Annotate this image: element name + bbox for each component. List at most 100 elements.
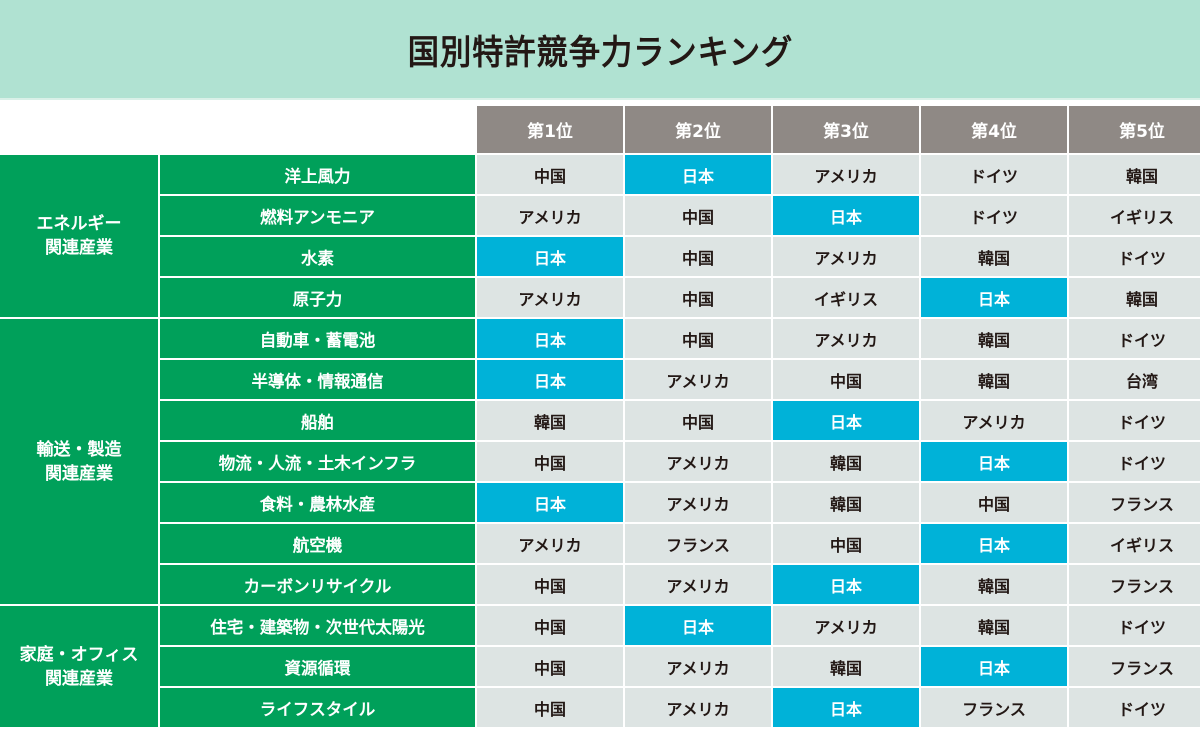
header-row: 第1位 第2位 第3位 第4位 第5位	[0, 106, 1200, 155]
industry-label: 洋上風力	[160, 155, 475, 196]
rank-cell: イギリス	[1069, 524, 1200, 565]
column-header-rank-3: 第3位	[773, 106, 919, 155]
rank-cell: 中国	[477, 565, 623, 606]
rank-cell: ドイツ	[1069, 442, 1200, 483]
rank-cell: アメリカ	[477, 278, 623, 319]
rank-cell: 中国	[921, 483, 1067, 524]
rank-cell-japan-highlight: 日本	[477, 360, 623, 401]
rank-cell: 韓国	[1069, 278, 1200, 319]
rank-cell: ドイツ	[1069, 237, 1200, 278]
rank-cell: 韓国	[921, 237, 1067, 278]
rank-cell-japan-highlight: 日本	[921, 524, 1067, 565]
rank-cell: 中国	[625, 401, 771, 442]
rank-cell: 韓国	[773, 442, 919, 483]
table-row: 家庭・オフィス 関連産業 住宅・建築物・次世代太陽光 中国 日本 アメリカ 韓国 ドイツ	[0, 606, 1200, 729]
rank-cell: ドイツ	[921, 196, 1067, 237]
rank-cell-japan-highlight: 日本	[921, 442, 1067, 483]
rank-cell-japan-highlight: 日本	[773, 401, 919, 442]
rank-cell: 中国	[625, 278, 771, 319]
industry-label: ライフスタイル	[160, 688, 475, 729]
rank-cell: 中国	[477, 606, 623, 647]
table-row: 水素 日本 中国 アメリカ 韓国 ドイツ	[0, 237, 1200, 278]
industry-label: 半導体・情報通信	[160, 360, 475, 401]
table-row: 物流・人流・土木インフラ 中国 アメリカ 韓国 日本 ドイツ	[0, 442, 1200, 483]
rank-cell: 韓国	[921, 360, 1067, 401]
rank-cell-japan-highlight: 日本	[921, 647, 1067, 688]
column-header-rank-1: 第1位	[477, 106, 623, 155]
ranking-table: 第1位 第2位 第3位 第4位 第5位 エネルギー 関連産業 洋上風力 中国 日本 アメリ…	[0, 106, 1200, 729]
rank-cell-japan-highlight: 日本	[773, 688, 919, 729]
rank-cell: 中国	[477, 155, 623, 196]
rank-cell: ドイツ	[1069, 319, 1200, 360]
industry-label: 航空機	[160, 524, 475, 565]
industry-label: カーボンリサイクル	[160, 565, 475, 606]
rank-cell: アメリカ	[773, 319, 919, 360]
category-group-label: 輸送・製造 関連産業	[0, 319, 158, 606]
rank-cell: 中国	[477, 688, 623, 729]
rank-cell: 中国	[477, 442, 623, 483]
table-body: エネルギー 関連産業 洋上風力 中国 日本 アメリカ ドイツ 韓国 燃料アンモニア アメリカ 中国日…	[0, 155, 1200, 729]
rank-cell: 韓国	[773, 483, 919, 524]
category-group-label: エネルギー 関連産業	[0, 155, 158, 319]
header-blank	[0, 106, 475, 155]
rank-cell: フランス	[625, 524, 771, 565]
rank-cell: 中国	[625, 196, 771, 237]
rank-cell: アメリカ	[921, 401, 1067, 442]
table-row: 資源循環 中国 アメリカ 韓国 日本 フランス	[0, 647, 1200, 688]
rank-cell: 韓国	[773, 647, 919, 688]
rank-cell-japan-highlight: 日本	[625, 606, 771, 647]
industry-label: 原子力	[160, 278, 475, 319]
table-row: 原子力 アメリカ 中国 イギリス 日本 韓国	[0, 278, 1200, 319]
table-row: 輸送・製造 関連産業 自動車・蓄電池 日本 中国 アメリカ 韓国 ドイツ	[0, 319, 1200, 606]
rank-cell: イギリス	[773, 278, 919, 319]
rank-cell: フランス	[1069, 565, 1200, 606]
column-header-rank-5: 第5位	[1069, 106, 1200, 155]
category-group-label-line: 関連産業	[45, 668, 113, 689]
industry-label: 燃料アンモニア	[160, 196, 475, 237]
rank-cell: 韓国	[1069, 155, 1200, 196]
category-group-label-line: エネルギー	[36, 214, 122, 234]
category-group-label-line: 関連産業	[45, 463, 113, 484]
category-group-label-line: 家庭・オフィス	[19, 644, 139, 665]
industry-label: 自動車・蓄電池	[160, 319, 475, 360]
category-group-label: 家庭・オフィス 関連産業	[0, 606, 158, 729]
rank-cell: フランス	[921, 688, 1067, 729]
table-row: 食料・農林水産 日本 アメリカ 韓国 中国 フランス	[0, 483, 1200, 524]
rank-cell: 韓国	[921, 319, 1067, 360]
rank-cell: ドイツ	[1069, 606, 1200, 647]
rank-cell: アメリカ	[477, 524, 623, 565]
rank-cell: 韓国	[921, 606, 1067, 647]
rank-cell-japan-highlight: 日本	[921, 278, 1067, 319]
industry-label: 物流・人流・土木インフラ	[160, 442, 475, 483]
industry-label: 船舶	[160, 401, 475, 442]
table-row: カーボンリサイクル 中国 アメリカ 日本 韓国 フランス	[0, 565, 1200, 606]
rank-cell: アメリカ	[625, 688, 771, 729]
table-row: エネルギー 関連産業 洋上風力 中国 日本 アメリカ ドイツ 韓国	[0, 155, 1200, 319]
rank-cell: 台湾	[1069, 360, 1200, 401]
category-group-label-line: 関連産業	[45, 238, 113, 258]
rank-cell: アメリカ	[773, 237, 919, 278]
rank-cell-japan-highlight: 日本	[477, 319, 623, 360]
industry-label: 住宅・建築物・次世代太陽光	[160, 606, 475, 647]
rank-cell: ドイツ	[1069, 401, 1200, 442]
rank-cell: アメリカ	[625, 442, 771, 483]
rank-cell: アメリカ	[773, 606, 919, 647]
rank-cell-japan-highlight: 日本	[773, 565, 919, 606]
page-title: 国別特許競争力ランキング	[407, 32, 793, 73]
rank-cell: ドイツ	[921, 155, 1067, 196]
rank-cell: 中国	[477, 647, 623, 688]
rank-cell: イギリス	[1069, 196, 1200, 237]
rank-cell-japan-highlight: 日本	[477, 483, 623, 524]
rank-cell: アメリカ	[477, 196, 623, 237]
industry-label: 食料・農林水産	[160, 483, 475, 524]
rank-cell: アメリカ	[625, 647, 771, 688]
rank-cell: アメリカ	[625, 360, 771, 401]
rank-cell-japan-highlight: 日本	[625, 155, 771, 196]
industry-label: 資源循環	[160, 647, 475, 688]
rank-cell: アメリカ	[773, 155, 919, 196]
table-row: 船舶 韓国 中国 日本 アメリカ ドイツ	[0, 401, 1200, 442]
rank-cell: 中国	[625, 319, 771, 360]
category-group-label-line: 輸送・製造	[36, 439, 122, 460]
column-header-rank-4: 第4位	[921, 106, 1067, 155]
rank-cell: フランス	[1069, 483, 1200, 524]
